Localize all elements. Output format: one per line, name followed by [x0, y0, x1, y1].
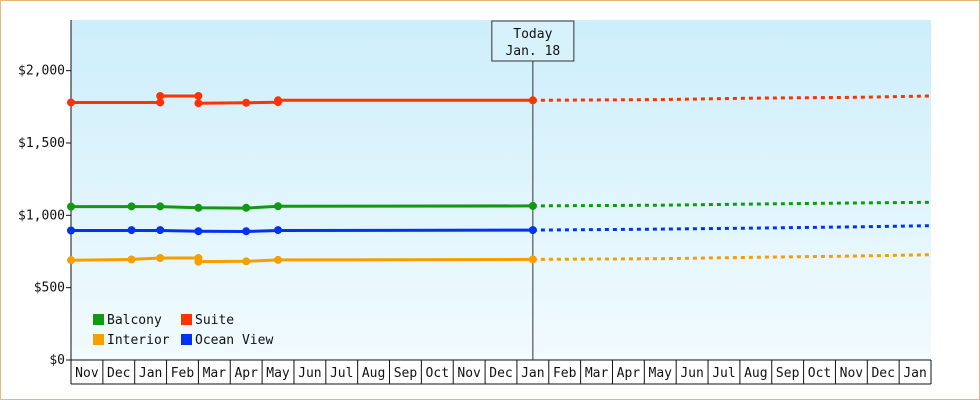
data-point-interior: [274, 255, 283, 264]
month-label: Mar: [203, 366, 227, 381]
month-label: Oct: [426, 366, 449, 381]
data-point-suite: [194, 91, 203, 100]
month-label: Apr: [234, 366, 258, 381]
legend-swatch-ocean-view: [181, 334, 192, 345]
month-label: Aug: [362, 366, 385, 381]
month-label: Mar: [585, 366, 609, 381]
month-label: Jan: [139, 366, 162, 381]
plot-background: [71, 20, 931, 360]
legend-label-interior: Interior: [107, 333, 170, 348]
series-forecast-ocean-view: [532, 224, 932, 232]
month-label: Dec: [871, 366, 894, 381]
legend-label-balcony: Balcony: [107, 313, 162, 328]
data-point-balcony: [242, 203, 251, 212]
data-point-suite: [156, 91, 165, 100]
today-date: Jan. 18: [505, 44, 560, 59]
month-label: Apr: [617, 366, 641, 381]
month-label: Jan: [903, 366, 926, 381]
data-point-suite: [156, 98, 165, 107]
month-label: Jul: [712, 366, 735, 381]
series-line-ocean-view: [71, 228, 533, 233]
month-label: Jan: [521, 366, 544, 381]
data-point-balcony: [67, 202, 75, 211]
y-tick-label: $2,000: [18, 64, 65, 79]
month-label: Aug: [744, 366, 767, 381]
data-point-balcony: [127, 202, 136, 211]
data-point-ocean-view: [156, 226, 165, 235]
legend-label-ocean-view: Ocean View: [195, 333, 273, 348]
month-label: Dec: [489, 366, 512, 381]
y-tick-label: $0: [49, 353, 65, 368]
data-point-balcony: [156, 202, 165, 211]
data-point-interior: [194, 257, 203, 266]
month-label: May: [649, 366, 673, 381]
month-label: Nov: [75, 366, 99, 381]
data-point-ocean-view: [242, 227, 251, 236]
data-point-ocean-view: [127, 226, 136, 235]
legend-swatch-suite: [181, 314, 192, 325]
data-point-suite: [242, 98, 251, 107]
month-label: Oct: [808, 366, 831, 381]
data-point-balcony: [274, 202, 283, 211]
data-point-balcony: [194, 203, 203, 212]
today-label: Today: [513, 27, 552, 42]
legend-swatch-balcony: [93, 314, 104, 325]
month-label: Dec: [107, 366, 130, 381]
legend-swatch-interior: [93, 334, 104, 345]
data-point-balcony: [528, 201, 537, 210]
month-label: Sep: [394, 366, 418, 381]
data-point-suite: [528, 96, 537, 105]
month-label: Feb: [171, 366, 195, 381]
y-tick-label: $1,000: [18, 208, 65, 223]
month-label: Jul: [330, 366, 353, 381]
series-forecast-balcony: [532, 200, 932, 208]
data-point-suite: [194, 99, 203, 108]
month-label: Sep: [776, 366, 800, 381]
data-point-interior: [242, 257, 251, 266]
data-point-ocean-view: [194, 227, 203, 236]
data-point-interior: [127, 255, 136, 264]
data-point-ocean-view: [274, 226, 283, 235]
y-tick-label: $500: [34, 281, 65, 296]
month-label: Jun: [298, 366, 321, 381]
legend-label-suite: Suite: [195, 313, 234, 328]
month-label: Jun: [680, 366, 703, 381]
data-point-suite: [274, 96, 283, 105]
data-point-interior: [156, 254, 165, 262]
month-label: May: [266, 366, 290, 381]
data-point-suite: [67, 98, 75, 107]
month-label: Feb: [553, 366, 577, 381]
data-point-interior: [67, 256, 75, 265]
data-point-interior: [528, 255, 537, 264]
data-point-ocean-view: [67, 226, 75, 235]
month-label: Nov: [457, 366, 481, 381]
month-label: Nov: [840, 366, 864, 381]
data-point-ocean-view: [528, 226, 537, 235]
y-tick-label: $1,500: [18, 136, 65, 151]
today-box: [491, 20, 575, 62]
series-forecast-interior: [532, 253, 932, 261]
series-forecast-suite: [532, 94, 932, 102]
